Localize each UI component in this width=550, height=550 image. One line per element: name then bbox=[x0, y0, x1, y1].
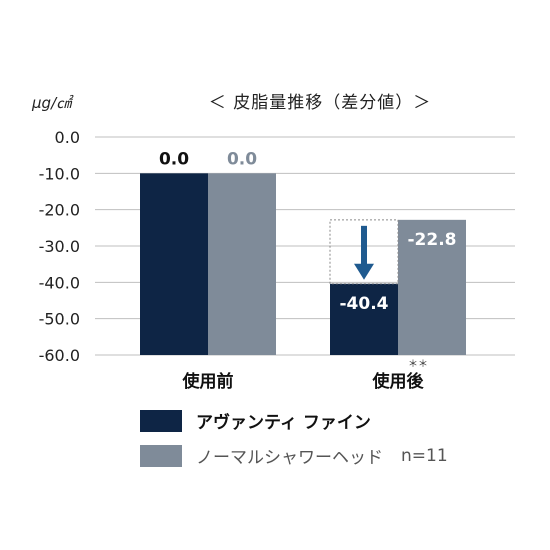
legend-label-secondary: ノーマルシャワーヘッド bbox=[196, 448, 383, 468]
legend-item-secondary: ノーマルシャワーヘッド n=11 bbox=[140, 443, 448, 468]
y-axis: 0.0 -10.0 -20.0 -30.0 -40.0 -50.0 -60.0 bbox=[39, 128, 80, 365]
y-tick-label: -10.0 bbox=[39, 164, 80, 183]
data-labels: 0.0 -40.4 0.0 -22.8 bbox=[159, 149, 457, 313]
bar bbox=[208, 173, 276, 355]
x-axis: 使用前 使用後 bbox=[182, 371, 425, 392]
bar bbox=[140, 173, 208, 355]
comparison-box bbox=[329, 219, 399, 285]
x-category-label: 使用後 bbox=[372, 371, 425, 392]
data-label: 0.0 bbox=[159, 149, 189, 169]
bar bbox=[398, 219, 466, 355]
y-tick-label: 0.0 bbox=[55, 128, 80, 147]
chart-svg: ＊＊ 0.0 -10.0 -20.0 -30.0 -40.0 -50.0 -60.0 0.0… bbox=[31, 93, 515, 392]
arrow-shaft bbox=[361, 225, 367, 266]
legend-item-primary: アヴァンティ ファイン bbox=[140, 408, 371, 433]
y-tick-label: -60.0 bbox=[39, 346, 80, 365]
y-tick-label: -50.0 bbox=[39, 310, 80, 329]
data-label: 0.0 bbox=[227, 149, 257, 169]
data-label: -22.8 bbox=[408, 230, 457, 250]
x-category-label: 使用前 bbox=[182, 371, 234, 392]
legend-swatch-primary bbox=[140, 409, 182, 432]
bars bbox=[140, 173, 466, 355]
legend-label-primary: アヴァンティ ファイン bbox=[196, 413, 371, 433]
legend-swatch-secondary bbox=[140, 444, 182, 467]
y-tick-label: -20.0 bbox=[39, 201, 80, 220]
sample-size-label: n=11 bbox=[401, 445, 448, 466]
unit-label: μg/㎠ bbox=[31, 94, 74, 112]
significance-mark: ＊＊ bbox=[408, 359, 428, 370]
chart-title: ＜ 皮脂量推移（差分値）＞ bbox=[209, 93, 431, 113]
y-tick-label: -30.0 bbox=[39, 237, 80, 256]
arrow-head bbox=[354, 263, 374, 280]
y-tick-label: -40.0 bbox=[39, 273, 80, 292]
annotations: ＊＊ bbox=[329, 219, 428, 370]
bar bbox=[330, 283, 398, 355]
data-label: -40.4 bbox=[340, 294, 389, 314]
